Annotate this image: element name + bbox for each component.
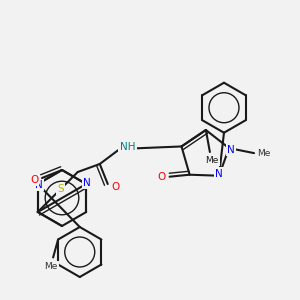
Text: O: O (158, 172, 166, 182)
Text: O: O (112, 182, 120, 192)
Text: N: N (35, 180, 43, 190)
Text: NH: NH (120, 142, 135, 152)
Text: Me: Me (205, 155, 219, 164)
Text: S: S (57, 184, 64, 194)
Text: Me: Me (44, 262, 58, 271)
Text: Me: Me (257, 148, 271, 158)
Text: N: N (227, 145, 235, 155)
Text: N: N (83, 178, 91, 188)
Text: N: N (215, 169, 223, 179)
Text: O: O (30, 175, 38, 185)
